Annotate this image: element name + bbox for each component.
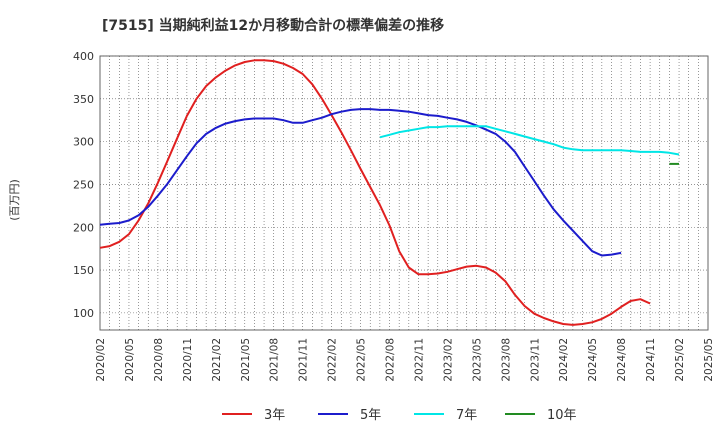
x-tick-label: 2022/11 (413, 338, 425, 382)
y-tick-label: 400 (73, 50, 94, 63)
y-tick-label: 300 (73, 136, 94, 149)
x-tick-label: 2021/11 (298, 338, 310, 382)
x-tick-label: 2022/05 (356, 338, 368, 382)
x-tick-label: 2020/05 (124, 338, 136, 382)
y-tick-label: 200 (73, 221, 94, 234)
axis-layer: 100 150 200 250 300 350 400 2020/02 2020/05 2020/… (73, 50, 715, 382)
x-tick-label: 2020/11 (182, 338, 194, 382)
legend-label-3: 7年 (456, 408, 477, 423)
y-tick-label: 350 (73, 93, 94, 106)
x-tick-label: 2022/02 (327, 338, 339, 382)
legend-label-2: 5年 (360, 408, 381, 423)
legend-label-1: 3年 (264, 408, 285, 423)
series-line-1 (99, 59, 651, 326)
x-tick-label: 2023/08 (500, 338, 512, 382)
x-tick-label: 2024/05 (587, 338, 599, 382)
y-axis-label: (百万円) (8, 179, 21, 221)
x-tick-label: 2021/05 (240, 338, 252, 382)
x-tick-label: 2020/08 (153, 338, 165, 382)
x-tick-label: 2025/02 (674, 338, 686, 382)
series-line-3 (379, 125, 680, 156)
series-line-2 (99, 108, 622, 257)
x-tick-label: 2020/02 (95, 338, 107, 382)
x-tick-label: 2022/08 (385, 338, 397, 382)
series-layer (99, 59, 680, 326)
y-tick-label: 150 (73, 264, 94, 277)
x-tick-label: 2023/05 (471, 338, 483, 382)
x-tick-label: 2024/02 (558, 338, 570, 382)
x-tick-label: 2023/11 (529, 338, 541, 382)
chart-title: [7515] 当期純利益12か月移動合計の標準偏差の推移 (102, 17, 444, 34)
y-tick-label: 100 (73, 307, 94, 320)
legend: 3年 5年 7年 10年 (222, 408, 577, 423)
x-tick-label: 2021/02 (211, 338, 223, 382)
legend-label-4: 10年 (547, 408, 577, 423)
x-tick-label: 2023/02 (442, 338, 454, 382)
x-tick-label: 2024/08 (616, 338, 628, 382)
x-tick-label: 2025/05 (703, 338, 715, 382)
grid-lines (99, 55, 709, 331)
x-tick-label: 2024/11 (645, 338, 657, 382)
x-tick-label: 2021/08 (269, 338, 281, 382)
plot-frame (99, 55, 709, 331)
y-tick-label: 250 (73, 178, 94, 191)
